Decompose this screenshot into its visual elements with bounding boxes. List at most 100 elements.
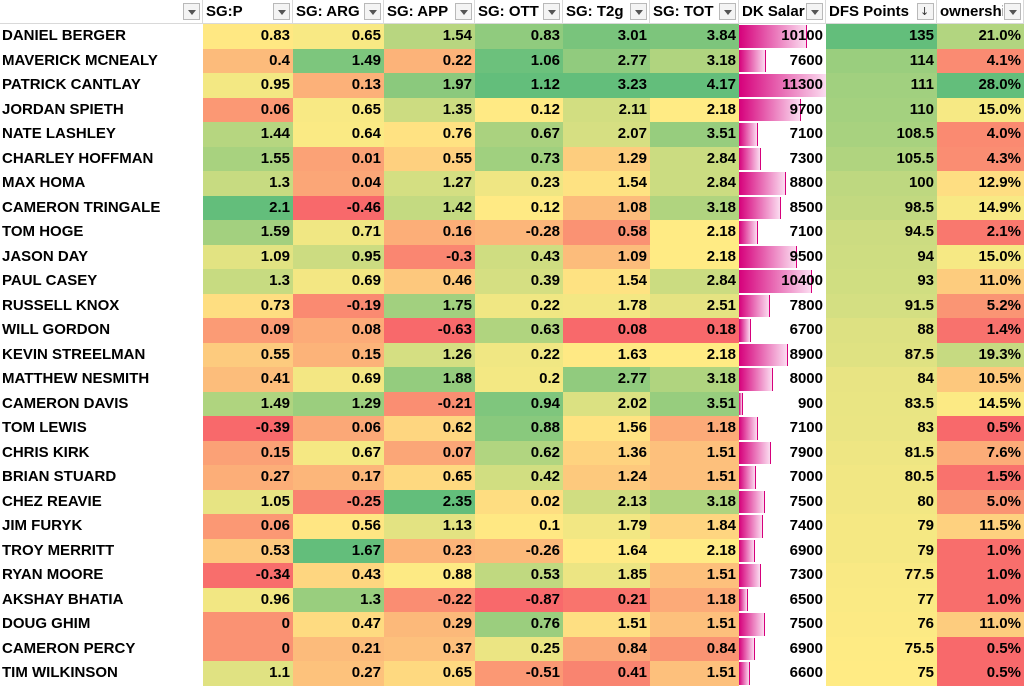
cell-app[interactable]: 1.13 (384, 514, 475, 539)
cell-sgp[interactable]: 1.3 (203, 269, 293, 294)
cell-pts[interactable]: 80.5 (826, 465, 937, 490)
cell-own[interactable]: 15.0% (937, 97, 1024, 122)
cell-own[interactable]: 15.0% (937, 244, 1024, 269)
cell-pts[interactable]: 93 (826, 269, 937, 294)
filter-dropdown-button[interactable] (543, 3, 560, 20)
cell-pts[interactable]: 75 (826, 661, 937, 686)
cell-arg[interactable]: 0.67 (293, 440, 384, 465)
cell-dk-salary[interactable]: 7800 (739, 293, 826, 318)
cell-t2g[interactable]: 1.24 (563, 465, 650, 490)
filter-dropdown-button[interactable] (183, 3, 200, 20)
filter-dropdown-button[interactable] (1004, 3, 1021, 20)
cell-ott[interactable]: 0.53 (475, 563, 563, 588)
cell-ott[interactable]: 0.22 (475, 293, 563, 318)
cell-pts[interactable]: 80 (826, 489, 937, 514)
filter-dropdown-button[interactable] (364, 3, 381, 20)
cell-dk-salary[interactable]: 7100 (739, 416, 826, 441)
header-arg[interactable]: SG: ARG (293, 0, 384, 24)
header-app[interactable]: SG: APP (384, 0, 475, 24)
cell-own[interactable]: 4.1% (937, 48, 1024, 73)
cell-t2g[interactable]: 3.23 (563, 73, 650, 98)
cell-dk-salary[interactable]: 10400 (739, 269, 826, 294)
cell-player-name[interactable]: CHRIS KIRK (0, 440, 203, 465)
cell-arg[interactable]: 1.3 (293, 587, 384, 612)
cell-player-name[interactable]: MAX HOMA (0, 171, 203, 196)
cell-dk-salary[interactable]: 7500 (739, 612, 826, 637)
cell-pts[interactable]: 76 (826, 612, 937, 637)
cell-pts[interactable]: 79 (826, 538, 937, 563)
cell-sgp[interactable]: 0.41 (203, 367, 293, 392)
cell-ott[interactable]: 0.94 (475, 391, 563, 416)
cell-tot[interactable]: 2.18 (650, 538, 739, 563)
cell-own[interactable]: 14.5% (937, 391, 1024, 416)
cell-sgp[interactable]: 0 (203, 636, 293, 661)
cell-t2g[interactable]: 2.07 (563, 122, 650, 147)
cell-pts[interactable]: 135 (826, 24, 937, 49)
header-own[interactable]: ownership (937, 0, 1024, 24)
header-tot[interactable]: SG: TOT (650, 0, 739, 24)
cell-arg[interactable]: 0.56 (293, 514, 384, 539)
cell-app[interactable]: -0.63 (384, 318, 475, 343)
cell-pts[interactable]: 114 (826, 48, 937, 73)
cell-ott[interactable]: 0.43 (475, 244, 563, 269)
cell-tot[interactable]: 3.51 (650, 391, 739, 416)
cell-tot[interactable]: 0.84 (650, 636, 739, 661)
cell-t2g[interactable]: 1.51 (563, 612, 650, 637)
cell-sgp[interactable]: 0.06 (203, 97, 293, 122)
cell-pts[interactable]: 91.5 (826, 293, 937, 318)
cell-arg[interactable]: 0.27 (293, 661, 384, 686)
cell-arg[interactable]: 0.04 (293, 171, 384, 196)
cell-arg[interactable]: 0.43 (293, 563, 384, 588)
cell-sgp[interactable]: 1.05 (203, 489, 293, 514)
cell-player-name[interactable]: TROY MERRITT (0, 538, 203, 563)
cell-tot[interactable]: 3.84 (650, 24, 739, 49)
cell-player-name[interactable]: RYAN MOORE (0, 563, 203, 588)
cell-tot[interactable]: 3.51 (650, 122, 739, 147)
cell-dk-salary[interactable]: 8500 (739, 195, 826, 220)
cell-player-name[interactable]: CAMERON DAVIS (0, 391, 203, 416)
filter-dropdown-button[interactable] (719, 3, 736, 20)
header-sgp[interactable]: SG:P (203, 0, 293, 24)
cell-own[interactable]: 10.5% (937, 367, 1024, 392)
cell-arg[interactable]: 0.95 (293, 244, 384, 269)
cell-sgp[interactable]: 2.1 (203, 195, 293, 220)
cell-ott[interactable]: 0.2 (475, 367, 563, 392)
cell-pts[interactable]: 83.5 (826, 391, 937, 416)
header-name[interactable] (0, 0, 203, 24)
cell-own[interactable]: 0.5% (937, 636, 1024, 661)
cell-own[interactable]: 12.9% (937, 171, 1024, 196)
cell-player-name[interactable]: KEVIN STREELMAN (0, 342, 203, 367)
cell-own[interactable]: 14.9% (937, 195, 1024, 220)
cell-t2g[interactable]: 0.41 (563, 661, 650, 686)
cell-app[interactable]: 0.76 (384, 122, 475, 147)
cell-player-name[interactable]: JORDAN SPIETH (0, 97, 203, 122)
cell-app[interactable]: 1.88 (384, 367, 475, 392)
cell-app[interactable]: 0.62 (384, 416, 475, 441)
cell-ott[interactable]: 0.12 (475, 195, 563, 220)
cell-t2g[interactable]: 0.21 (563, 587, 650, 612)
cell-dk-salary[interactable]: 11300 (739, 73, 826, 98)
cell-t2g[interactable]: 1.85 (563, 563, 650, 588)
cell-sgp[interactable]: 0.4 (203, 48, 293, 73)
cell-tot[interactable]: 1.84 (650, 514, 739, 539)
filter-dropdown-button[interactable] (630, 3, 647, 20)
cell-tot[interactable]: 1.51 (650, 661, 739, 686)
cell-arg[interactable]: 0.17 (293, 465, 384, 490)
cell-app[interactable]: 0.07 (384, 440, 475, 465)
header-sal[interactable]: DK Salary (739, 0, 826, 24)
cell-ott[interactable]: 0.1 (475, 514, 563, 539)
cell-dk-salary[interactable]: 6500 (739, 587, 826, 612)
cell-t2g[interactable]: 1.78 (563, 293, 650, 318)
cell-ott[interactable]: 0.73 (475, 146, 563, 171)
cell-dk-salary[interactable]: 6700 (739, 318, 826, 343)
cell-dk-salary[interactable]: 7000 (739, 465, 826, 490)
cell-sgp[interactable]: 0.73 (203, 293, 293, 318)
cell-t2g[interactable]: 0.84 (563, 636, 650, 661)
cell-app[interactable]: 1.26 (384, 342, 475, 367)
cell-tot[interactable]: 2.84 (650, 146, 739, 171)
cell-own[interactable]: 11.5% (937, 514, 1024, 539)
cell-player-name[interactable]: TIM WILKINSON (0, 661, 203, 686)
cell-t2g[interactable]: 1.09 (563, 244, 650, 269)
cell-arg[interactable]: 0.47 (293, 612, 384, 637)
cell-app[interactable]: 2.35 (384, 489, 475, 514)
